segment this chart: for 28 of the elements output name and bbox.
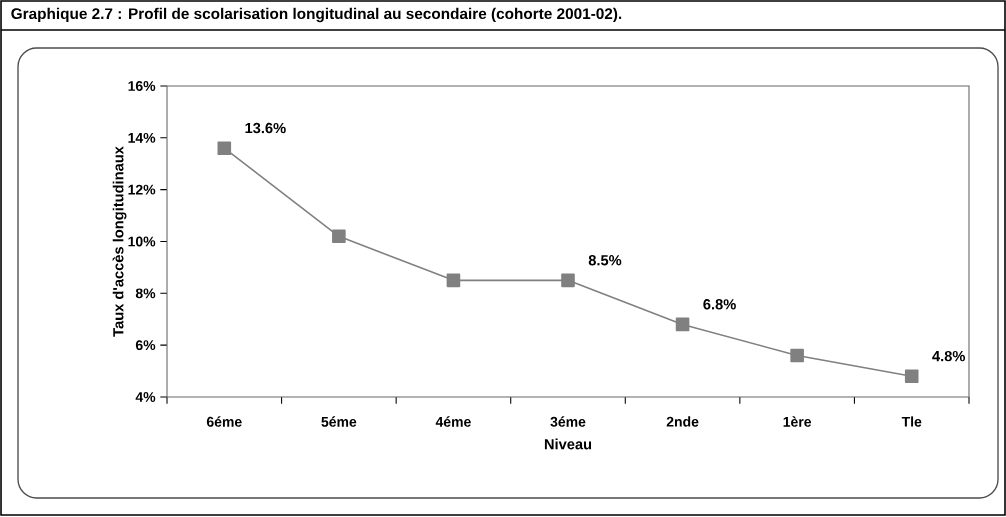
y-tick-label: 14% [128,132,156,143]
data-label: 6.8% [703,299,736,310]
x-tick-label: 1ère [783,416,812,427]
point [675,317,690,332]
x-tick-label: Tle [901,416,922,427]
x-tick-label: 6éme [206,416,242,427]
y-tick-label: 16% [128,81,156,91]
point [561,273,575,288]
point [790,348,804,363]
y-tick-label: 6% [135,340,156,351]
data-label: 8.5% [588,255,622,266]
y-tick-label: 10% [128,236,156,247]
x-tick-label: 2nde [666,416,699,427]
y-tick-label: 8% [135,288,156,299]
data-label: 13.6% [245,122,286,134]
point [446,273,461,288]
x-tick-label: 3éme [550,416,586,427]
data-label: 4.8% [932,350,966,362]
point [904,369,919,384]
x-axis-title: Niveau [544,438,592,450]
y-axis-title: Taux d'accès longitudinaux [112,146,127,337]
point [217,141,232,155]
x-tick-label: 5éme [321,416,357,427]
chart-title: Graphique 2.7 : Profil de scolarisation longitudinal au secondaire (cohorte 2001-02). [11,7,622,23]
y-tick-label: 4% [135,392,156,402]
x-tick-label: 4éme [435,416,471,427]
point [332,229,346,244]
y-tick-label: 12% [128,184,156,195]
